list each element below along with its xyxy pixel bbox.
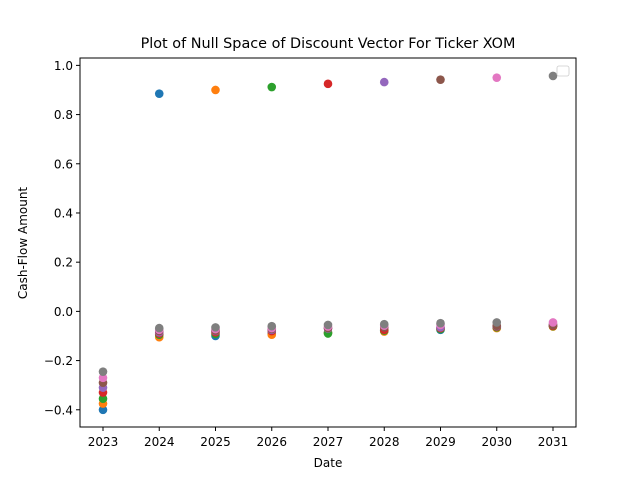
x-tick-label: 2031 <box>538 435 569 449</box>
y-axis-label: Cash-Flow Amount <box>16 187 30 300</box>
axes-layer: 2023 2024 2025 2026 2027 2028 2029 2030 2031 −0.4… <box>44 57 577 449</box>
data-point <box>323 79 333 89</box>
data-point <box>154 89 164 98</box>
x-tick-label: 2025 <box>200 435 231 449</box>
y-tick-label: −0.4 <box>44 403 73 417</box>
data-point <box>211 85 220 95</box>
legend-box <box>556 65 570 77</box>
data-point <box>323 320 333 330</box>
data-point <box>436 318 445 328</box>
x-tick-label: 2023 <box>88 435 119 449</box>
x-tick-label: 2027 <box>313 435 344 449</box>
chart-title: Plot of Null Space of Discount Vector Fo… <box>141 36 516 52</box>
y-tick-label: 0.0 <box>54 305 73 319</box>
y-tick-label: −0.2 <box>44 354 73 368</box>
data-point <box>492 73 502 82</box>
data-point <box>492 318 502 327</box>
y-tick-label: 0.8 <box>54 108 73 122</box>
y-tick-label: 0.4 <box>54 206 73 220</box>
data-point <box>98 367 108 376</box>
data-point <box>379 319 389 329</box>
x-tick-label: 2030 <box>481 435 512 449</box>
y-tick-label: 0.6 <box>54 157 73 171</box>
data-point <box>98 405 108 415</box>
x-axis-label: Date <box>314 456 343 470</box>
data-point <box>267 321 277 331</box>
points-layer <box>98 71 558 415</box>
y-tick-label: 1.0 <box>54 59 73 73</box>
data-point <box>211 323 220 332</box>
data-point <box>98 373 108 383</box>
data-point <box>548 318 558 327</box>
data-point <box>98 394 108 404</box>
x-tick-label: 2024 <box>144 435 175 449</box>
x-tick-label: 2028 <box>369 435 400 449</box>
data-point <box>436 75 445 84</box>
data-point <box>267 82 277 92</box>
data-point <box>548 71 558 81</box>
x-tick-label: 2029 <box>425 435 456 449</box>
data-point <box>379 77 389 87</box>
data-point <box>154 323 164 333</box>
y-tick-label: 0.2 <box>54 256 73 270</box>
x-tick-label: 2026 <box>256 435 287 449</box>
